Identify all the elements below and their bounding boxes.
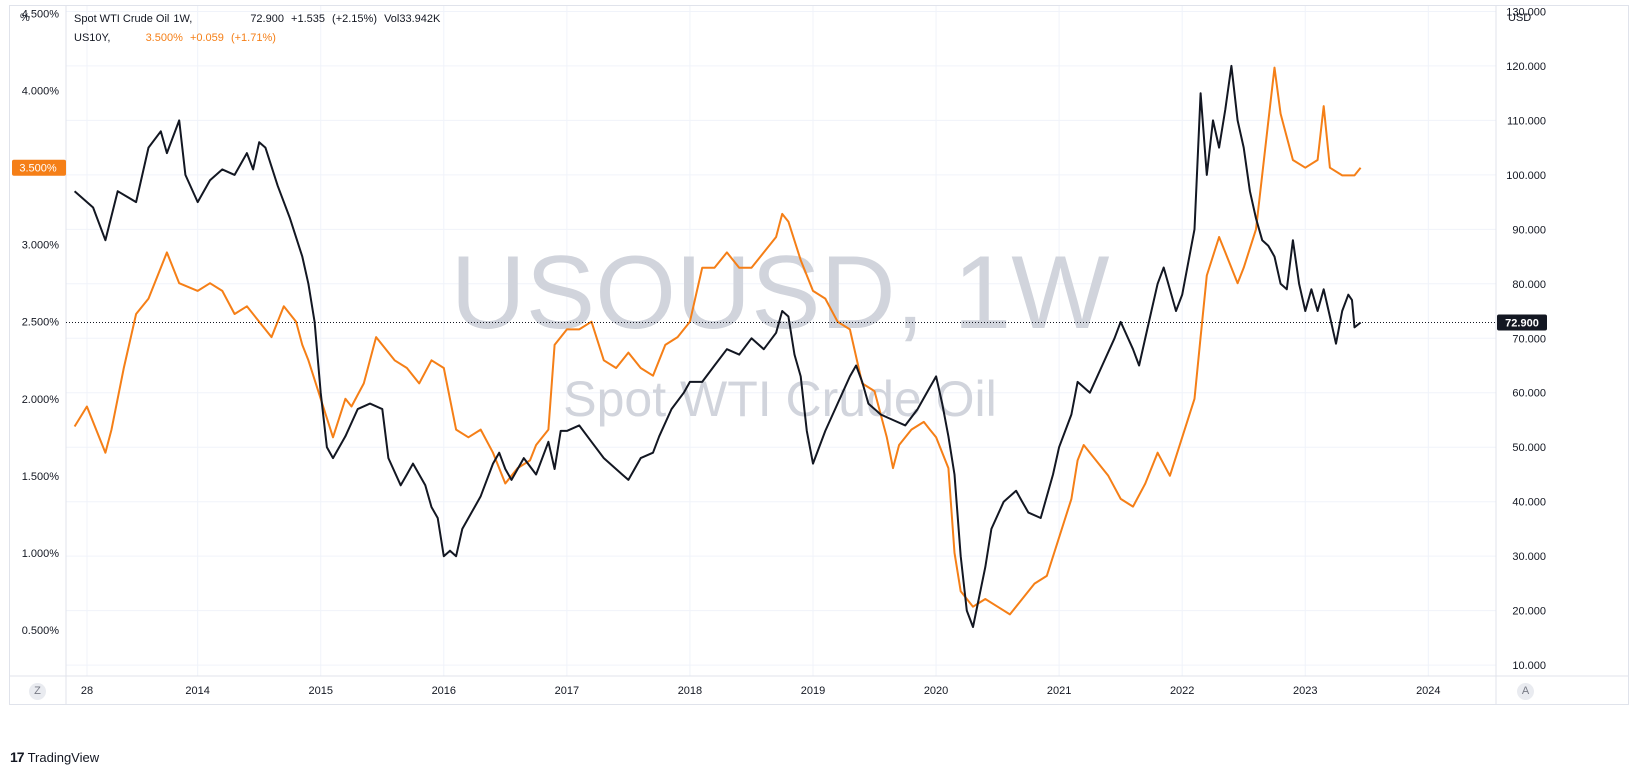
x-tick-label: 28 bbox=[81, 685, 93, 697]
x-tick-label: 2021 bbox=[1047, 685, 1071, 697]
x-tick-label: 2019 bbox=[801, 685, 825, 697]
legend-volume: 33.942K bbox=[399, 13, 441, 25]
zoom-reset-button[interactable]: Z bbox=[29, 683, 46, 700]
right-tick-label: 70.000 bbox=[1512, 333, 1546, 345]
legend-main-interval: 1W, bbox=[173, 13, 193, 25]
legend-main-price: 72.900 bbox=[250, 13, 284, 25]
tradingview-logo[interactable]: 17 TradingView bbox=[10, 749, 99, 767]
series-layer bbox=[73, 64, 1362, 628]
left-tick-label: 1.500% bbox=[22, 471, 60, 483]
tradingview-name: TradingView bbox=[27, 750, 100, 765]
last-price-box bbox=[1497, 314, 1547, 331]
price-labels: 72.900 3.500% bbox=[12, 159, 1547, 331]
left-tick-label: 2.500% bbox=[22, 317, 60, 329]
right-tick-label: 90.000 bbox=[1512, 224, 1546, 236]
left-tick-label: 0.500% bbox=[22, 625, 60, 637]
legend-main-change-pct: (+2.15%) bbox=[332, 13, 377, 25]
right-axis-unit: USD bbox=[1508, 12, 1532, 24]
x-tick-label: 2023 bbox=[1293, 685, 1317, 697]
watermark-description: Spot WTI Crude Oil bbox=[563, 371, 996, 427]
left-tick-label: 4.000% bbox=[22, 86, 60, 98]
last-price-label: 72.900 bbox=[1505, 317, 1539, 329]
x-tick-label: 2024 bbox=[1416, 685, 1440, 697]
right-tick-label: 40.000 bbox=[1512, 497, 1546, 509]
right-tick-label: 110.000 bbox=[1507, 115, 1546, 127]
right-tick-label: 80.000 bbox=[1512, 279, 1546, 291]
left-tick-label: 2.000% bbox=[22, 394, 60, 406]
legend-compare-change-pct: (+1.71%) bbox=[230, 32, 276, 44]
x-tick-label: 2018 bbox=[678, 685, 702, 697]
x-tick-label: 2017 bbox=[555, 685, 579, 697]
tradingview-mark-icon: 17 bbox=[10, 749, 25, 765]
left-tick-label: 3.000% bbox=[22, 240, 60, 252]
left-axis-unit: % bbox=[20, 12, 30, 24]
left-tick-label: 1.000% bbox=[22, 548, 60, 560]
last-yield-label: 3.500% bbox=[19, 163, 57, 175]
x-tick-label: 2015 bbox=[308, 685, 332, 697]
legend-main[interactable]: Spot WTI Crude Oil 1W, 72.900 +1.535 (+2.1… bbox=[74, 13, 444, 25]
watermark-symbol: USOUSD, 1W bbox=[451, 235, 1110, 351]
last-yield-box bbox=[12, 159, 66, 176]
legend-compare[interactable]: US10Y, 3.500% +0.059 (+1.71%) bbox=[74, 32, 280, 44]
x-tick-label: 2014 bbox=[185, 685, 209, 697]
legend-main-change: +1.535 bbox=[291, 13, 325, 25]
right-tick-label: 30.000 bbox=[1512, 551, 1546, 563]
right-tick-label: 50.000 bbox=[1512, 442, 1546, 454]
right-tick-label: 120.000 bbox=[1506, 61, 1546, 73]
chart-frame bbox=[9, 5, 1629, 705]
auto-scale-button[interactable]: A bbox=[1517, 683, 1534, 700]
right-tick-label: 130.000 bbox=[1506, 6, 1546, 18]
series-us10y bbox=[73, 66, 1362, 616]
right-tick-label: 20.000 bbox=[1512, 606, 1546, 618]
watermark: USOUSD, 1W Spot WTI Crude Oil bbox=[451, 235, 1110, 427]
legend-compare-name: US10Y, bbox=[74, 32, 111, 44]
legend-volume-label: Vol bbox=[384, 13, 400, 25]
series-wti bbox=[73, 64, 1362, 628]
right-tick-label: 100.000 bbox=[1506, 170, 1546, 182]
legend-main-name: Spot WTI Crude Oil bbox=[74, 13, 170, 25]
x-tick-label: 2016 bbox=[432, 685, 456, 697]
right-tick-label: 60.000 bbox=[1512, 388, 1546, 400]
axes: 28 2014 2015 2016 2017 2018 2019 2020 2021 2022 20… bbox=[9, 6, 1629, 705]
right-tick-label: 10.000 bbox=[1512, 660, 1546, 672]
grid bbox=[66, 6, 1496, 676]
x-tick-label: 2020 bbox=[924, 685, 948, 697]
legend-compare-value: 3.500% bbox=[145, 32, 183, 44]
x-tick-label: 2022 bbox=[1170, 685, 1194, 697]
legend-compare-change: +0.059 bbox=[189, 32, 224, 44]
left-tick-label: 4.500% bbox=[22, 9, 60, 21]
